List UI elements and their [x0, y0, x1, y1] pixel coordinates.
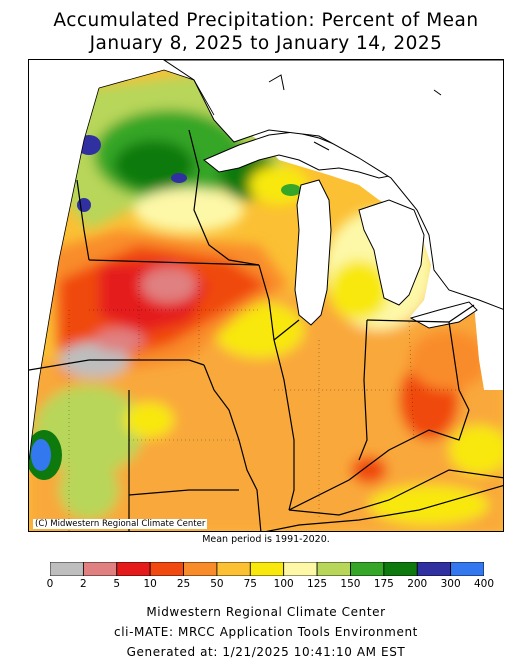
- legend-swatch: [283, 562, 318, 576]
- legend-label: 100: [273, 578, 294, 590]
- legend-label: 50: [210, 578, 224, 590]
- legend-label: 25: [176, 578, 191, 590]
- legend-swatch: [149, 562, 184, 576]
- canada-area: [163, 60, 503, 310]
- legend-label: 5: [113, 578, 121, 590]
- legend-label: 2: [80, 578, 87, 590]
- legend-color-bar: [50, 562, 484, 576]
- footer-organization: Midwestern Regional Climate Center: [146, 605, 386, 619]
- great-lakes: [203, 131, 478, 329]
- precipitation-map: (C) Midwestern Regional Climate Center: [28, 59, 504, 532]
- legend-swatch: [316, 562, 351, 576]
- legend-label: 125: [307, 578, 328, 590]
- legend-label: 0: [46, 578, 54, 590]
- climate-division-lines: [68, 270, 459, 531]
- legend-label: 10: [143, 578, 157, 590]
- copyright-notice: (C) Midwestern Regional Climate Center: [33, 519, 208, 529]
- legend-label: 150: [340, 578, 361, 590]
- legend-label: 400: [473, 578, 495, 590]
- map-title: Accumulated Precipitation: Percent of Me…: [53, 10, 479, 31]
- legend-label: 75: [243, 578, 257, 590]
- legend-label: 200: [407, 578, 428, 590]
- legend-swatch: [216, 562, 251, 576]
- map-canvas: [29, 60, 503, 531]
- mean-period-note: Mean period is 1991-2020.: [202, 534, 330, 545]
- legend-swatch: [183, 562, 218, 576]
- legend-swatch: [82, 562, 118, 576]
- state-boundaries: [29, 129, 503, 531]
- legend-swatch: [50, 562, 84, 576]
- legend-label: 175: [373, 578, 394, 590]
- land-outline: [29, 69, 215, 461]
- legend-swatch: [416, 562, 452, 576]
- legend-swatch: [450, 562, 484, 576]
- legend-swatch: [350, 562, 385, 576]
- legend-labels: 0 2 5 10 25 50 75 100 125 150 175 200 300 400: [0, 578, 532, 594]
- legend-swatch: [116, 562, 151, 576]
- lake-details: [268, 74, 442, 151]
- legend-swatch: [383, 562, 418, 576]
- date-range-subtitle: January 8, 2025 to January 14, 2025: [89, 33, 443, 54]
- footer-generated-time: Generated at: 1/21/2025 10:41:10 AM EST: [126, 645, 406, 659]
- legend-swatch: [249, 562, 285, 576]
- legend-label: 300: [440, 578, 461, 590]
- footer-tool-name: cli-MATE: MRCC Application Tools Environ…: [114, 625, 418, 639]
